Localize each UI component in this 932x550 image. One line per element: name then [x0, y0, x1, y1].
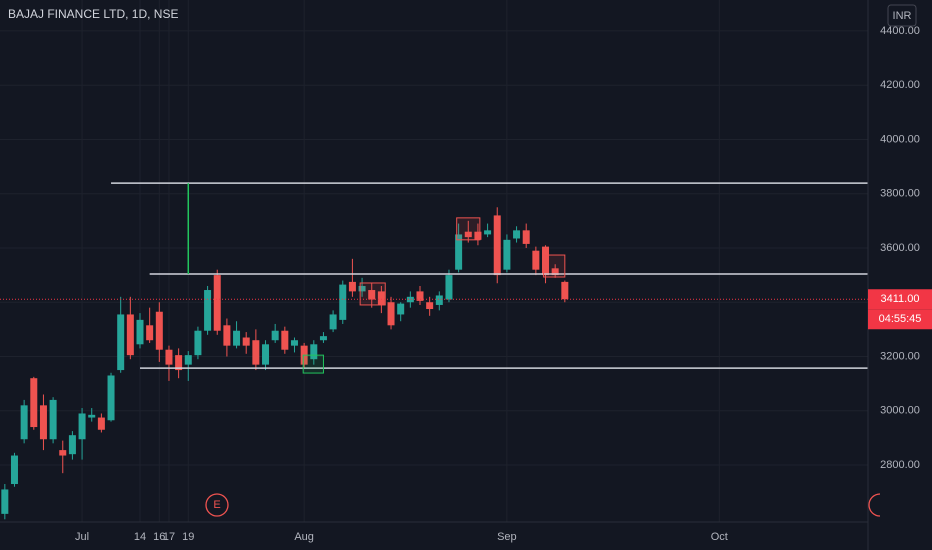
candle-body: [416, 291, 424, 301]
candle-body: [271, 330, 279, 341]
candle-body: [532, 250, 540, 270]
candle-body: [445, 275, 453, 300]
candle-body: [339, 284, 347, 320]
candle-body: [426, 302, 434, 310]
x-tick-label: 17: [163, 531, 175, 543]
candle-body: [136, 319, 144, 345]
y-tick-label: 4000.00: [880, 133, 920, 145]
candle-body: [281, 330, 289, 350]
candle-body: [184, 355, 192, 365]
x-tick-label: Oct: [711, 531, 728, 543]
candle-body: [464, 231, 472, 238]
candle-body: [329, 314, 337, 330]
highlight-box: [456, 217, 481, 241]
earnings-marker[interactable]: [205, 493, 229, 517]
candle-body: [406, 296, 414, 303]
grid: [0, 0, 868, 522]
candle-body: [290, 340, 298, 346]
y-tick-label: 3200.00: [880, 350, 920, 362]
candle-body: [542, 246, 550, 276]
candle-body: [377, 291, 385, 305]
x-tick-label: Sep: [497, 531, 517, 543]
last-price-tag: [868, 289, 932, 310]
candle-body: [242, 337, 250, 346]
candle-body: [233, 330, 241, 346]
candle-body: [358, 285, 366, 292]
y-tick-label: 4400.00: [880, 25, 920, 37]
chart-title: BAJAJ FINANCE LTD, 1D, NSE: [8, 7, 178, 21]
candle-body: [310, 344, 318, 360]
candle-body: [10, 455, 18, 485]
candle-body: [68, 435, 76, 455]
x-tick-label: 14: [134, 531, 146, 543]
candle-body: [484, 230, 492, 235]
candle-body: [194, 330, 202, 356]
candle-body: [387, 302, 395, 326]
highlight-box: [302, 354, 324, 374]
candle-body: [175, 355, 183, 371]
x-tick-label: 16: [153, 531, 165, 543]
candle-body: [88, 414, 96, 418]
candle-body: [503, 239, 511, 270]
candle-body: [107, 375, 115, 421]
candle-body: [561, 281, 569, 300]
edge-marker: [868, 493, 881, 517]
last-price-label: 3411.00: [881, 293, 920, 305]
plot-area: [0, 182, 868, 520]
candle-body: [474, 231, 482, 240]
y-tick-label: 3000.00: [880, 405, 920, 417]
candle-body: [319, 336, 327, 341]
candle-body: [126, 314, 134, 356]
candle-body: [522, 230, 530, 244]
candle-body: [165, 349, 173, 365]
candle-body: [1, 489, 9, 514]
y-tick-label: 2800.00: [880, 459, 920, 471]
candle-body: [435, 295, 443, 305]
countdown-tag: [868, 309, 932, 330]
candle-body: [49, 399, 57, 440]
x-tick-label: 19: [182, 531, 194, 543]
earnings-marker-label: E: [213, 499, 220, 511]
candle-body: [39, 405, 47, 440]
candle-body: [513, 230, 521, 239]
highlight-box: [543, 254, 566, 278]
candle-body: [252, 340, 260, 365]
candle-body: [20, 405, 28, 440]
currency: INR: [893, 10, 912, 22]
candle-body: [455, 234, 463, 270]
candle-body: [97, 417, 105, 430]
candle-body: [348, 281, 356, 292]
candle-body: [146, 325, 154, 341]
countdown-label: 04:55:45: [879, 313, 922, 325]
candle-body: [551, 268, 559, 276]
candle-body: [262, 344, 270, 365]
y-tick-label: 3600.00: [880, 242, 920, 254]
candle-body: [493, 215, 501, 276]
highlight-box: [359, 282, 386, 306]
candle-body: [117, 314, 125, 371]
candle-body: [213, 275, 221, 331]
candle-body: [30, 378, 38, 428]
candle-body: [204, 290, 212, 331]
candle-body: [155, 311, 163, 350]
candle-body: [397, 303, 405, 315]
currency-box: [887, 4, 917, 27]
candle-body: [59, 450, 67, 456]
x-tick-label: Jul: [75, 531, 89, 543]
candle-body: [368, 290, 376, 300]
candle-body: [78, 413, 86, 440]
y-tick-label: 3800.00: [880, 188, 920, 200]
y-tick-label: 4200.00: [880, 79, 920, 91]
candle-body: [223, 325, 231, 346]
x-tick-label: Aug: [294, 531, 314, 543]
